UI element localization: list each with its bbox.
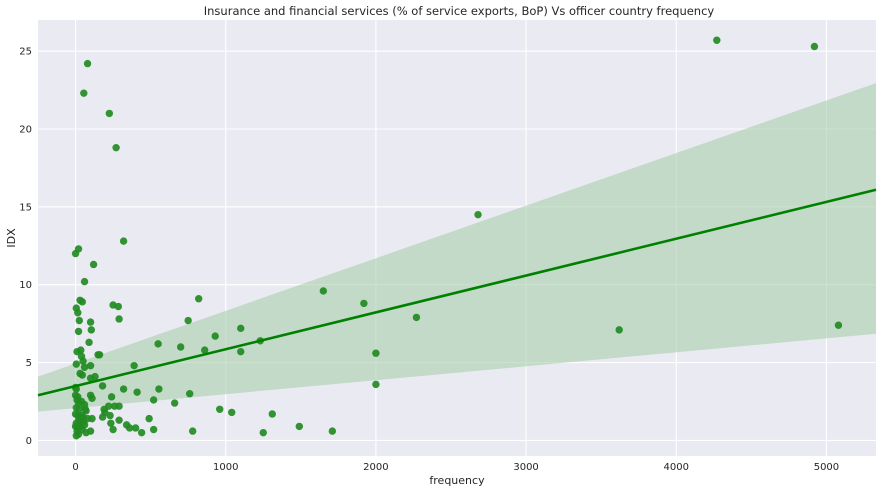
data-point	[112, 143, 120, 152]
x-axis-label: frequency	[429, 474, 485, 487]
data-point	[119, 237, 128, 245]
data-point	[79, 357, 87, 365]
data-point	[109, 425, 117, 434]
data-point	[295, 422, 304, 431]
data-point	[360, 299, 368, 308]
data-point	[259, 428, 267, 437]
data-point	[810, 42, 819, 51]
y-tick-label: 0	[26, 436, 32, 447]
data-point	[89, 260, 98, 269]
data-point	[154, 340, 162, 348]
data-point	[145, 414, 153, 423]
data-point	[412, 313, 421, 322]
y-axis-label: IDX	[5, 228, 18, 248]
data-point	[78, 371, 87, 379]
data-point	[268, 410, 276, 418]
y-tick-labels: 0 5 10 15 20 25	[19, 47, 32, 447]
chart-title: Insurance and financial services (% of s…	[204, 4, 715, 18]
data-point	[237, 324, 245, 333]
data-point	[86, 361, 95, 370]
data-point	[133, 388, 141, 396]
data-point	[86, 374, 95, 382]
y-tick-label: 20	[19, 125, 32, 136]
data-point	[834, 321, 843, 329]
data-point	[372, 380, 380, 389]
data-point	[115, 402, 123, 410]
x-tick-label: 1000	[213, 462, 238, 473]
data-point	[149, 396, 158, 404]
data-point	[105, 109, 114, 118]
data-point	[474, 210, 482, 219]
y-tick-label: 10	[19, 280, 32, 291]
data-point	[83, 59, 92, 68]
x-tick-label: 3000	[513, 462, 538, 473]
data-point	[211, 332, 219, 340]
data-point	[185, 390, 194, 398]
data-point	[115, 315, 123, 323]
data-point	[328, 427, 337, 435]
data-point	[713, 36, 721, 44]
confidence-band	[38, 83, 876, 412]
regression-line-group	[37, 188, 877, 397]
data-point	[319, 287, 328, 295]
data-point	[119, 385, 128, 393]
data-point	[75, 421, 83, 429]
data-point	[131, 424, 140, 432]
data-point	[170, 399, 179, 407]
regression-line	[37, 188, 877, 397]
data-point	[184, 316, 192, 325]
data-point	[72, 360, 80, 368]
data-point	[137, 428, 146, 437]
data-point	[88, 394, 96, 403]
x-tick-labels: 0 1000 2000 3000 4000 5000	[72, 462, 839, 473]
data-point	[228, 408, 236, 417]
data-point	[130, 361, 138, 370]
confidence-band-area	[38, 83, 876, 412]
data-point	[80, 277, 89, 286]
data-point	[615, 326, 623, 334]
data-point	[87, 326, 96, 334]
data-point	[200, 346, 209, 354]
data-point	[107, 393, 116, 401]
data-point	[81, 405, 90, 413]
x-tick-label: 4000	[664, 462, 689, 473]
data-point	[125, 424, 134, 432]
data-point	[80, 89, 88, 97]
data-point	[188, 427, 197, 435]
x-tick-label: 2000	[363, 462, 388, 473]
data-point	[95, 351, 104, 359]
data-point	[77, 411, 86, 420]
data-point	[372, 349, 380, 357]
data-point	[74, 309, 82, 317]
data-point	[77, 346, 85, 354]
data-point	[85, 338, 93, 347]
data-point	[106, 411, 114, 420]
data-point	[149, 425, 158, 434]
data-point	[237, 347, 245, 356]
y-tick-label: 5	[26, 358, 32, 369]
data-point	[176, 343, 185, 351]
x-tick-label: 5000	[814, 462, 839, 473]
data-point	[216, 405, 224, 413]
data-point	[155, 385, 163, 393]
data-point	[71, 249, 80, 258]
y-tick-label: 15	[19, 202, 32, 213]
data-point	[86, 318, 95, 326]
data-point	[74, 327, 83, 336]
x-tick-label: 0	[72, 462, 78, 473]
data-point	[115, 416, 123, 424]
y-tick-label: 25	[19, 47, 32, 58]
data-point	[78, 298, 87, 306]
data-point	[72, 432, 80, 440]
data-points	[71, 36, 843, 440]
data-point	[194, 295, 203, 303]
data-point	[80, 363, 89, 371]
data-point	[82, 428, 90, 437]
data-point	[114, 302, 123, 311]
data-point	[107, 419, 115, 427]
data-point	[98, 382, 107, 390]
data-point	[98, 413, 107, 421]
data-point	[75, 316, 83, 325]
